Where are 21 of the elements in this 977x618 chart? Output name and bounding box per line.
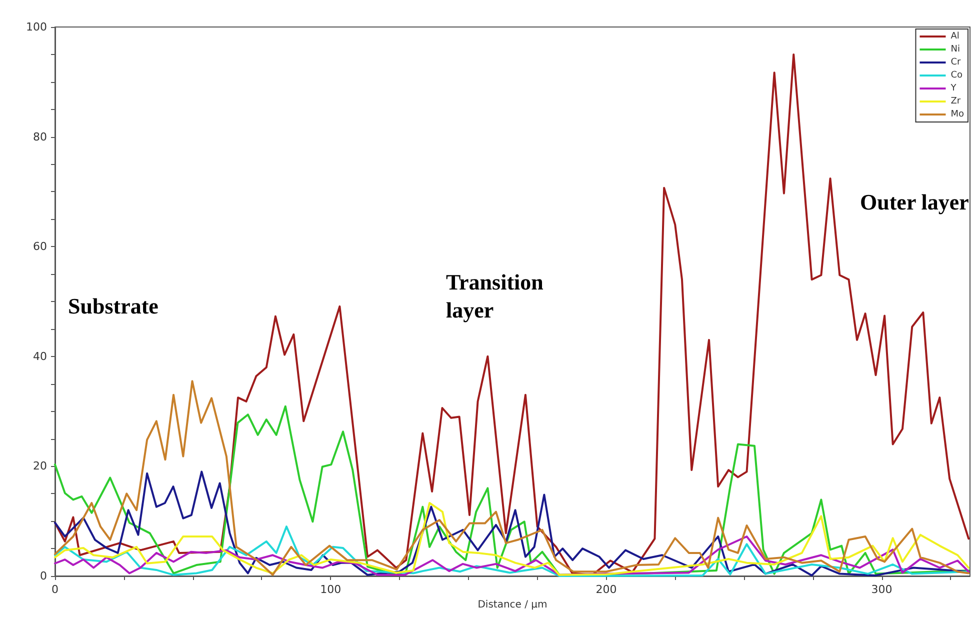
x-tick-label: 300 <box>871 583 892 596</box>
legend-label: Ni <box>950 44 960 54</box>
y-tick-label: 0 <box>40 570 47 582</box>
legend-label: Al <box>950 32 960 42</box>
y-tick-label: 60 <box>33 240 47 254</box>
x-tick-label: 200 <box>596 583 617 596</box>
legend-label: Zr <box>950 96 961 106</box>
x-axis-title: Distance / µm <box>478 599 548 610</box>
y-tick-label: 20 <box>33 460 47 473</box>
legend-label: Cr <box>950 58 962 68</box>
x-tick-label: 0 <box>52 583 58 596</box>
y-tick-label: 80 <box>33 130 47 144</box>
annotation: Transition layer <box>446 270 549 322</box>
y-tick-label: 40 <box>33 350 47 363</box>
x-tick-label: 100 <box>320 583 342 596</box>
y-tick-label: 100 <box>26 20 47 34</box>
annotation: Outer layer <box>860 190 970 214</box>
legend-label: Y <box>950 84 957 94</box>
annotation: Substrate <box>68 294 159 318</box>
legend-label: Co <box>950 70 964 80</box>
legend-label: Mo <box>950 110 964 120</box>
